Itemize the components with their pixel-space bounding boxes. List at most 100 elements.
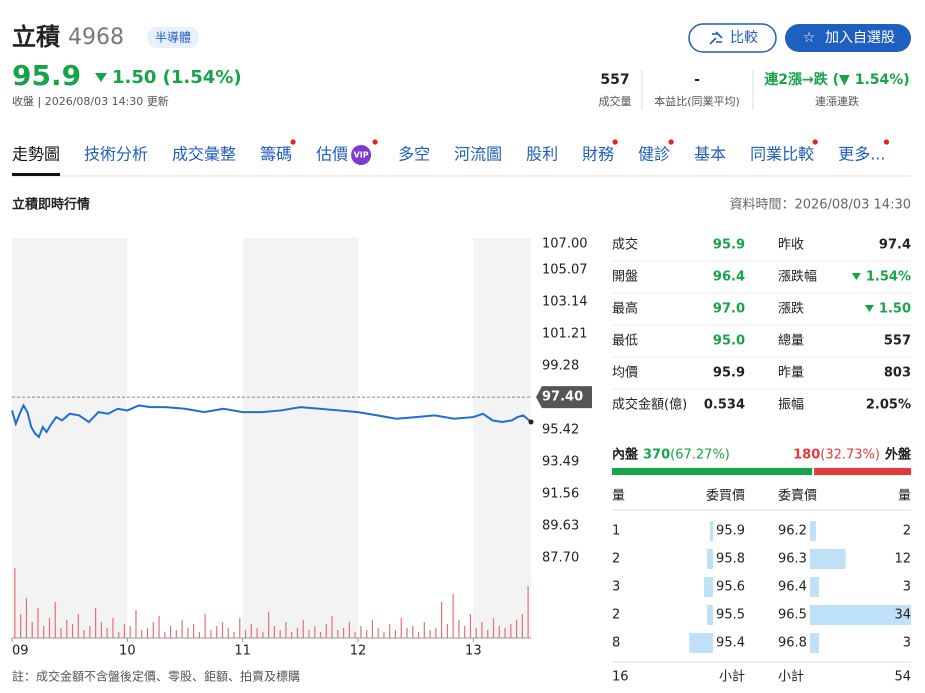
- quote-label: 總量: [778, 333, 804, 349]
- volume-bar: [135, 610, 137, 638]
- volume-bar: [337, 630, 339, 638]
- volume-bar: [152, 622, 154, 638]
- sell-price: 96.5: [778, 608, 807, 623]
- sell-volume: 3: [903, 580, 911, 595]
- flow-pct: (32.73%): [820, 448, 880, 463]
- volume-bar: [285, 622, 287, 638]
- volume-bar: [71, 624, 74, 638]
- volume-bar: [452, 594, 454, 638]
- tab[interactable]: 河流圖: [454, 145, 502, 164]
- vip-badge: [351, 145, 372, 165]
- buy-price: 95.5: [716, 608, 745, 623]
- volume-bar: [458, 620, 460, 638]
- stat-value: 557: [600, 72, 629, 88]
- volume-bar: [43, 626, 45, 638]
- y-tick-label: 93.49: [542, 455, 579, 470]
- stat-label: 本益比(同業平均): [654, 94, 740, 108]
- volume-bar: [233, 632, 235, 638]
- buy-volume: 8: [612, 636, 620, 651]
- volume-bar: [60, 628, 62, 638]
- tab[interactable]: 同業比較: [750, 145, 814, 164]
- compare-button[interactable]: 比較: [688, 23, 777, 53]
- quote-label: 最高: [612, 301, 638, 317]
- book-header: 委賣價: [778, 489, 817, 504]
- volume-bar: [210, 630, 212, 638]
- tab[interactable]: 多空: [398, 145, 430, 164]
- volume-bar: [221, 622, 224, 638]
- down-arrow: [851, 273, 861, 280]
- sell-price: 96.3: [778, 552, 807, 567]
- quote-label: 成交金額(億): [612, 397, 687, 413]
- volume-bar: [521, 614, 523, 638]
- buy-volume: 3: [612, 580, 620, 595]
- volume-bar: [66, 620, 68, 638]
- stat-label: 成交量: [599, 94, 632, 108]
- tab[interactable]: 股利: [526, 145, 558, 164]
- buy-depth: [707, 549, 713, 569]
- volume-bar: [394, 630, 397, 638]
- tab-underline: [12, 173, 61, 176]
- flow-label: 外盤: [884, 447, 912, 463]
- tab[interactable]: 技術分析: [84, 145, 148, 164]
- tab[interactable]: 籌碼: [260, 145, 292, 164]
- volume-bar: [164, 632, 166, 638]
- y-tick-label: 91.56: [542, 487, 579, 502]
- inner-bar: [612, 468, 813, 475]
- flow-value: 180: [793, 448, 820, 463]
- volume-bar: [389, 624, 391, 638]
- watchlist-button[interactable]: ☆ 加入自選股: [785, 24, 911, 52]
- volume-bar: [308, 630, 310, 638]
- button-frame: [688, 23, 777, 53]
- tab[interactable]: 成交彙整: [172, 145, 236, 164]
- quote-label: 昨收: [778, 238, 804, 253]
- volume-bar: [423, 622, 425, 638]
- volume-bar: [48, 618, 51, 638]
- volume-bar: [169, 626, 172, 638]
- quote-value: 557: [884, 334, 911, 349]
- tab[interactable]: 走勢圖: [12, 145, 60, 164]
- volume-bar: [291, 632, 293, 638]
- volume-bar: [193, 624, 195, 638]
- price-change: 1.50 (1.54%): [112, 67, 242, 88]
- volume-bar: [54, 602, 56, 638]
- volume-bar: [239, 618, 241, 638]
- quote-label: 漲跌幅: [778, 269, 817, 285]
- sell-volume: 2: [903, 524, 911, 539]
- buy-volume: 2: [612, 552, 620, 567]
- quote-value: 95.0: [713, 334, 745, 349]
- tab-dot: [612, 139, 618, 145]
- tab[interactable]: 財務: [582, 145, 614, 164]
- down-arrow: [864, 305, 874, 312]
- volume-bar: [95, 608, 97, 638]
- sell-volume: 3: [903, 636, 911, 651]
- volume-bar: [469, 614, 472, 638]
- y-tick-label: 105.07: [542, 263, 588, 278]
- sell-depth: [810, 605, 911, 625]
- tab[interactable]: 估價: [316, 145, 348, 164]
- x-tick-label: 13: [465, 644, 482, 659]
- tab[interactable]: 健診: [638, 145, 670, 164]
- volume-bar: [487, 630, 489, 638]
- flow-value: 370: [643, 448, 670, 463]
- reference-box: [536, 386, 592, 409]
- volume-bar: [441, 602, 443, 638]
- quote-label: 漲跌: [778, 301, 804, 317]
- update-time: 收盤 | 2026/08/03 14:30 更新: [12, 94, 169, 108]
- price-line: [11, 403, 532, 439]
- stat-value: -: [694, 72, 700, 88]
- volume-bar: [383, 632, 385, 638]
- tab[interactable]: 基本: [694, 145, 726, 164]
- buy-depth: [689, 633, 713, 653]
- volume-bar: [435, 628, 437, 638]
- tab-dot: [290, 139, 296, 145]
- volume-bar: [204, 614, 206, 638]
- quote-label: 開盤: [612, 270, 638, 285]
- volume-bar: [83, 630, 85, 638]
- quote-value: 96.4: [713, 270, 745, 285]
- tab[interactable]: 更多...: [838, 145, 885, 164]
- button-label: 比較: [730, 30, 758, 46]
- volume-bar: [429, 630, 431, 638]
- section-time: 資料時間：2026/08/03 14:30: [729, 198, 911, 213]
- book-header: 委買價: [706, 489, 745, 504]
